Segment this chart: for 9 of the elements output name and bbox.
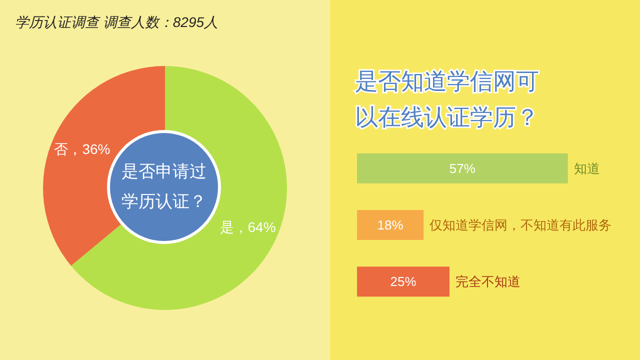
slice-label: 是，64%	[220, 218, 276, 235]
data-label: 57%	[449, 160, 476, 176]
chart-title: 是否知道学信网可以在线认证学历？	[355, 68, 539, 130]
y-tick-label: 知道	[574, 160, 600, 176]
y-tick-label: 仅知道学信网，不知道有此服务	[430, 218, 612, 232]
y-tick-label: 完全不知道	[456, 274, 520, 290]
data-label: 25%	[390, 274, 417, 290]
chart-title: 学历认证调查 调查人数：8295人	[15, 14, 218, 30]
data-label: 18%	[377, 218, 404, 232]
